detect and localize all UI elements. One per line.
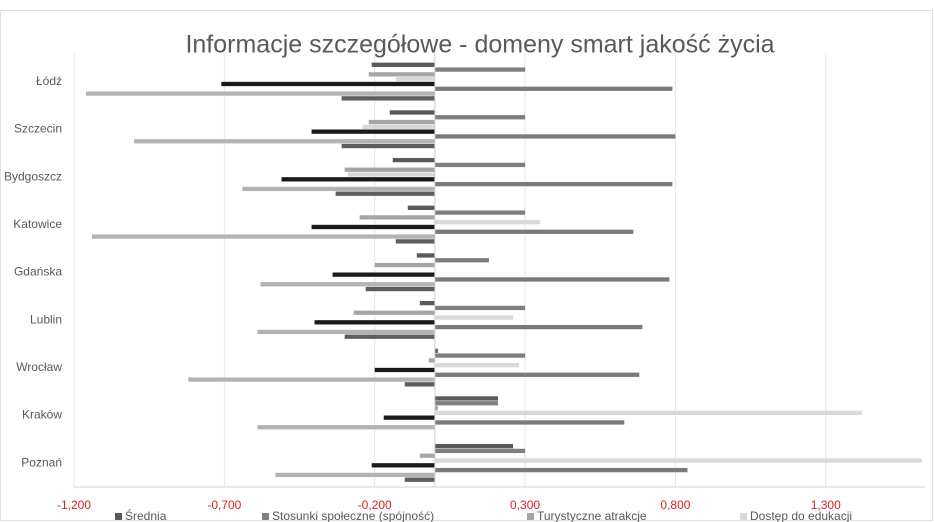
bar (281, 177, 435, 182)
bar (428, 358, 435, 363)
y-tick-label: Katowice (13, 217, 62, 231)
bar (434, 305, 526, 311)
bar (419, 453, 435, 458)
legend-swatch (115, 513, 122, 520)
bar (419, 300, 435, 306)
bar (434, 458, 922, 463)
x-tick-label: 0,300 (510, 498, 540, 512)
bar (257, 425, 435, 430)
bar (434, 353, 526, 358)
chart-border (0, 10, 933, 521)
bar (368, 119, 435, 125)
bar (434, 220, 541, 225)
bar (221, 81, 435, 87)
y-tick-label: Lublin (30, 312, 62, 326)
y-tick-label: Wrocław (16, 360, 62, 374)
bar (434, 410, 862, 415)
bar (347, 172, 435, 177)
bar (341, 96, 435, 101)
bar (434, 396, 498, 401)
bar (434, 467, 688, 473)
x-tick-label: 0,800 (660, 498, 690, 512)
y-tick-label: Bydgoszcz (4, 169, 62, 183)
legend-label: Stosunki społeczne (spójność) (272, 509, 434, 522)
bar (434, 210, 526, 215)
bar (134, 139, 435, 144)
bar (335, 191, 435, 196)
bar (341, 143, 435, 149)
bar (434, 315, 514, 320)
bar (365, 286, 435, 292)
bar (374, 367, 435, 373)
y-tick-label: Kraków (22, 408, 62, 422)
legend-label: Turystyczne atrakcje (537, 509, 647, 522)
bar (434, 348, 438, 353)
chart-title: Informacje szczegółowe - domeny smart ja… (185, 31, 774, 59)
bar (395, 77, 435, 82)
x-tick-label: -0,200 (358, 498, 392, 512)
bar (407, 205, 435, 210)
bar (434, 181, 673, 187)
bar (434, 67, 526, 72)
bar (434, 363, 520, 368)
bar (257, 329, 435, 335)
bar (242, 186, 435, 192)
bar (434, 401, 498, 406)
bar (434, 229, 634, 234)
bar (344, 334, 435, 339)
bar (368, 72, 435, 77)
bar (416, 253, 435, 258)
bar (392, 157, 435, 163)
bar (314, 320, 435, 325)
bar (434, 443, 514, 449)
bar (188, 377, 435, 382)
bar (434, 134, 676, 139)
bar (362, 124, 435, 129)
legend-label: Dostęp do edukacji (750, 509, 852, 522)
bar (344, 167, 435, 172)
bar (434, 277, 670, 282)
x-tick-label: -1,200 (57, 498, 91, 512)
bar (434, 448, 526, 454)
bar (332, 272, 435, 277)
y-tick-label: Łódź (36, 74, 62, 88)
bar (434, 420, 625, 425)
legend-swatch (740, 513, 747, 520)
bar (395, 239, 435, 244)
bar (260, 282, 435, 287)
y-tick-label: Szczecin (14, 122, 62, 136)
y-tick-label: Gdańska (14, 265, 62, 279)
bar (353, 310, 435, 315)
bar (86, 91, 435, 96)
bar (434, 324, 643, 330)
bar (404, 382, 435, 387)
legend-label: Średnia (125, 508, 167, 522)
bar (92, 234, 435, 239)
bar (434, 372, 640, 377)
bar (389, 110, 435, 115)
bar (359, 215, 435, 220)
bar (434, 258, 489, 263)
bar (434, 115, 526, 120)
legend-swatch (527, 513, 534, 520)
bar (434, 162, 526, 168)
bar (311, 129, 435, 134)
x-tick-label: 1,300 (811, 498, 841, 512)
bar (371, 463, 435, 468)
x-tick-label: -0,700 (207, 498, 241, 512)
bar (275, 472, 435, 478)
bar (374, 262, 435, 268)
bar (404, 477, 435, 482)
bar (434, 86, 673, 91)
y-tick-label: Poznań (21, 455, 62, 469)
bar (383, 415, 435, 420)
bar (311, 224, 435, 230)
legend-swatch (262, 513, 269, 520)
bar (434, 405, 438, 411)
bar (371, 62, 435, 67)
